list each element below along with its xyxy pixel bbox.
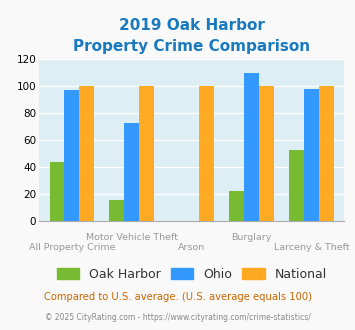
Title: 2019 Oak Harbor
Property Crime Comparison: 2019 Oak Harbor Property Crime Compariso…	[73, 18, 310, 54]
Text: © 2025 CityRating.com - https://www.cityrating.com/crime-statistics/: © 2025 CityRating.com - https://www.city…	[45, 313, 310, 322]
Text: Arson: Arson	[178, 243, 205, 252]
Bar	[289, 150, 304, 221]
Bar	[80, 86, 94, 221]
Text: Compared to U.S. average. (U.S. average equals 100): Compared to U.S. average. (U.S. average …	[44, 292, 311, 302]
Bar	[199, 86, 214, 221]
Bar	[319, 86, 334, 221]
Bar	[229, 191, 244, 221]
Bar	[50, 162, 65, 221]
Bar	[124, 123, 139, 221]
Bar	[65, 90, 80, 221]
Bar	[244, 73, 259, 221]
Text: Larceny & Theft: Larceny & Theft	[274, 243, 349, 252]
Text: Motor Vehicle Theft: Motor Vehicle Theft	[86, 233, 178, 242]
Bar	[109, 200, 124, 221]
Bar	[139, 86, 154, 221]
Bar	[259, 86, 274, 221]
Legend: Oak Harbor, Ohio, National: Oak Harbor, Ohio, National	[51, 263, 332, 286]
Bar	[304, 89, 319, 221]
Text: All Property Crime: All Property Crime	[29, 243, 115, 252]
Text: Burglary: Burglary	[231, 233, 272, 242]
